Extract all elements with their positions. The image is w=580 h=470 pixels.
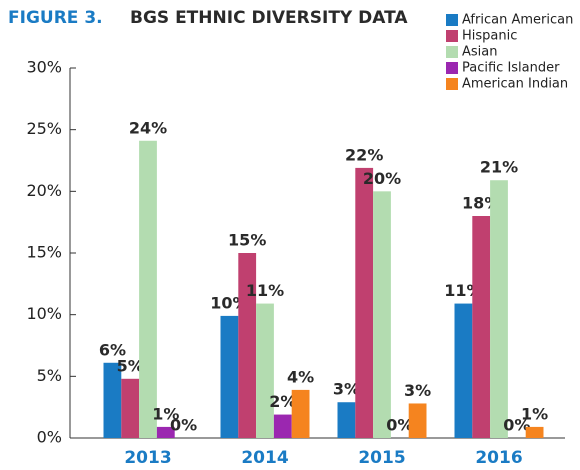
bar	[373, 191, 391, 438]
data-label: 22%	[345, 145, 383, 164]
data-label: 15%	[228, 231, 266, 250]
bar	[156, 426, 175, 438]
legend-label: Hispanic	[462, 29, 517, 44]
bar	[337, 402, 356, 438]
bar	[490, 180, 508, 438]
data-label: 0%	[503, 416, 530, 435]
x-tick-label: 2016	[475, 448, 522, 466]
bar	[291, 389, 310, 438]
data-label: 0%	[386, 416, 413, 435]
bar	[525, 426, 544, 438]
data-label: 3%	[333, 380, 360, 399]
legend-swatch	[446, 46, 458, 58]
x-tick-label: 2014	[241, 448, 288, 466]
legend-swatch	[446, 30, 458, 42]
data-label: 1%	[521, 404, 548, 423]
legend-label: Asian	[462, 45, 497, 60]
data-label: 11%	[246, 281, 284, 300]
bar	[121, 378, 140, 438]
data-label: 0%	[170, 416, 197, 435]
data-label: 5%	[117, 356, 144, 375]
data-label: 2%	[269, 392, 296, 411]
title-prefix: FIGURE 3.	[8, 8, 103, 28]
bar	[472, 216, 491, 438]
bar	[408, 403, 427, 438]
legend-swatch	[446, 78, 458, 90]
x-tick-label: 2013	[124, 448, 171, 466]
bar	[256, 303, 274, 438]
bar	[273, 414, 292, 438]
y-tick-label: 20%	[26, 181, 62, 200]
data-label: 1%	[152, 404, 179, 423]
data-label: 6%	[99, 340, 126, 359]
bar	[454, 303, 473, 438]
bar	[220, 315, 239, 438]
y-tick-label: 15%	[26, 243, 62, 262]
y-tick-label: 30%	[26, 58, 62, 77]
bar	[139, 140, 157, 438]
y-tick-label: 25%	[26, 119, 62, 138]
y-tick-label: 0%	[37, 428, 62, 447]
bar	[103, 362, 122, 438]
data-label: 3%	[404, 381, 431, 400]
data-label: 21%	[480, 158, 518, 177]
y-tick-label: 5%	[37, 366, 62, 385]
y-tick-label: 10%	[26, 304, 62, 323]
legend-swatch	[446, 62, 458, 74]
legend-swatch	[446, 14, 458, 26]
legend-label: Pacific Islander	[462, 61, 560, 76]
legend-label: African American	[462, 13, 573, 28]
data-label: 20%	[363, 169, 401, 188]
bar	[238, 253, 257, 438]
x-tick-label: 2015	[358, 448, 405, 466]
bar	[355, 167, 374, 438]
chart-title: BGS ETHNIC DIVERSITY DATA	[130, 8, 408, 28]
data-label: 24%	[129, 118, 167, 137]
legend-label: American Indian	[462, 77, 568, 92]
data-label: 4%	[287, 367, 314, 386]
